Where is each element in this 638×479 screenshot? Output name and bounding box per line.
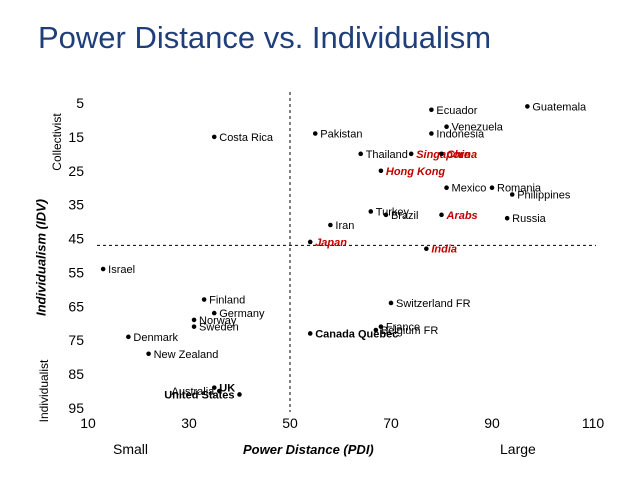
point-label: Mexico <box>452 183 487 195</box>
point-label: Israel <box>108 264 135 276</box>
y-tick-label: 45 <box>68 231 84 247</box>
y-tick-label: 5 <box>76 95 84 111</box>
point-label: Belgium FR <box>381 325 439 337</box>
point-label: New Zealand <box>154 349 219 361</box>
point-label: Canada Quebec <box>315 328 398 340</box>
point-label: Guatemala <box>532 101 587 113</box>
data-point <box>100 266 106 272</box>
point-label: Arabs <box>446 210 478 222</box>
point-label: Venezuela <box>452 122 504 134</box>
x-tick-label: 70 <box>383 415 399 431</box>
point-label: Thailand <box>366 149 408 161</box>
data-point <box>307 239 313 245</box>
x-tick-label: 90 <box>484 415 500 431</box>
point-label: Indonesia <box>436 129 485 141</box>
data-point <box>211 134 217 140</box>
point-label: Norway <box>199 315 237 327</box>
data-point <box>373 327 379 333</box>
data-point <box>211 310 217 316</box>
y-tick-label: 65 <box>68 298 84 314</box>
x-tick-label: 50 <box>282 415 298 431</box>
data-point <box>191 317 197 323</box>
point-label: Japan <box>315 237 347 249</box>
data-point <box>429 131 434 136</box>
data-point <box>378 168 384 174</box>
data-point <box>237 392 242 397</box>
point-label: Sweden <box>199 322 239 334</box>
point-label: Costa Rica <box>219 132 274 144</box>
data-point <box>439 212 444 218</box>
chart-title: Power Distance vs. Individualism <box>38 20 492 55</box>
y-tick-label: 25 <box>68 163 84 179</box>
point-label: UK <box>219 383 235 395</box>
point-label: Denmark <box>133 332 178 344</box>
y-tick-label: 95 <box>68 400 84 416</box>
point-label: India <box>431 244 457 256</box>
x-high-label: Large <box>500 441 536 457</box>
data-point <box>191 324 197 329</box>
point-label: Finland <box>209 295 245 307</box>
y-tick-label: 85 <box>68 366 84 382</box>
data-point <box>312 131 318 136</box>
point-label: Brazil <box>391 210 419 222</box>
point-label: Germany <box>219 308 265 320</box>
data-point <box>489 185 495 191</box>
data-point <box>307 331 313 336</box>
data-point <box>439 151 444 157</box>
data-point <box>429 107 434 113</box>
point-label: China <box>447 149 478 161</box>
point-label: Ecuador <box>436 105 477 117</box>
data-point <box>408 151 414 157</box>
data-point <box>146 351 151 357</box>
point-label: France <box>386 322 420 334</box>
data-point <box>504 215 510 221</box>
point-label: Switzerland FR <box>396 298 471 310</box>
x-tick-label: 30 <box>181 415 197 431</box>
data-point <box>388 300 394 306</box>
data-point <box>378 324 384 329</box>
point-label: Philippines <box>517 190 571 202</box>
data-point <box>217 388 222 394</box>
x-tick-label: 110 <box>582 415 605 431</box>
point-label: Russia <box>512 213 547 225</box>
point-label: United States <box>164 389 234 401</box>
data-point <box>126 334 131 340</box>
x-axis-title: Power Distance (PDI) <box>243 442 374 457</box>
data-point <box>211 385 217 390</box>
x-low-label: Small <box>113 441 149 457</box>
point-label: Hong Kong <box>386 166 446 178</box>
y-tick-label: 15 <box>68 129 84 145</box>
point-label: Iran <box>335 220 354 232</box>
data-point <box>368 209 374 214</box>
data-point <box>383 212 389 218</box>
y-tick-label: 55 <box>68 264 84 280</box>
point-label: Australia <box>172 386 216 398</box>
point-label: Romania <box>497 183 542 195</box>
data-point <box>201 297 207 302</box>
data-point <box>358 151 364 157</box>
x-tick-label: 10 <box>80 415 96 431</box>
y-tick-label: 75 <box>68 332 84 348</box>
point-label: Pakistan <box>320 129 362 141</box>
data-point <box>444 124 449 130</box>
data-point <box>424 246 429 252</box>
data-point <box>328 222 333 228</box>
data-point <box>444 185 449 191</box>
data-point <box>525 104 530 109</box>
data-point <box>509 192 515 197</box>
y-tick-label: 35 <box>68 197 84 213</box>
